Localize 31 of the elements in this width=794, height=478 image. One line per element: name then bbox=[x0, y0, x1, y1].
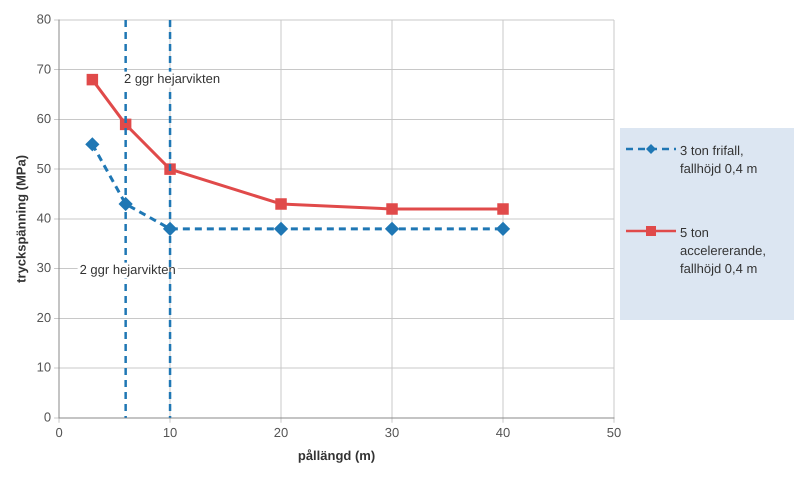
y-tick-label: 70 bbox=[36, 61, 52, 76]
point bbox=[86, 138, 99, 151]
ref-line-label: 2 ggr hejarvikten bbox=[80, 262, 176, 278]
y-tick-label: 50 bbox=[36, 160, 52, 176]
legend-label: 5 ton accelererande, fallhöjd 0,4 m bbox=[680, 224, 767, 278]
x-tick-label: 30 bbox=[384, 425, 400, 440]
y-tick-label: 10 bbox=[36, 360, 52, 375]
point bbox=[86, 74, 98, 86]
point bbox=[496, 222, 510, 236]
y-tick-label: 80 bbox=[36, 12, 52, 27]
point bbox=[119, 197, 132, 210]
point bbox=[386, 203, 398, 215]
x-tick-label: 50 bbox=[606, 425, 622, 440]
point bbox=[164, 222, 177, 236]
ref-line-label: 2 ggr hejarvikten bbox=[124, 71, 220, 86]
y-tick-label: 20 bbox=[36, 310, 52, 325]
x-tick-label: 20 bbox=[274, 425, 288, 440]
y-tick-label: 30 bbox=[36, 260, 52, 276]
point bbox=[275, 198, 287, 210]
y-tick-label: 40 bbox=[36, 210, 52, 226]
point bbox=[386, 222, 399, 236]
point bbox=[274, 222, 288, 236]
y-axis-title: tryckspänning (MPa) bbox=[13, 154, 28, 283]
y-tick-label: 0 bbox=[44, 409, 52, 424]
x-tick-label: 0 bbox=[55, 425, 63, 440]
point bbox=[497, 203, 509, 215]
y-tick-label: 60 bbox=[36, 111, 52, 126]
legend-label: 3 ton frifall, fallhöjd 0,4 m bbox=[680, 142, 758, 178]
x-tick-label: 10 bbox=[162, 425, 178, 440]
x-axis-title: pållängd (m) bbox=[298, 448, 376, 463]
x-tick-label: 40 bbox=[496, 425, 510, 440]
